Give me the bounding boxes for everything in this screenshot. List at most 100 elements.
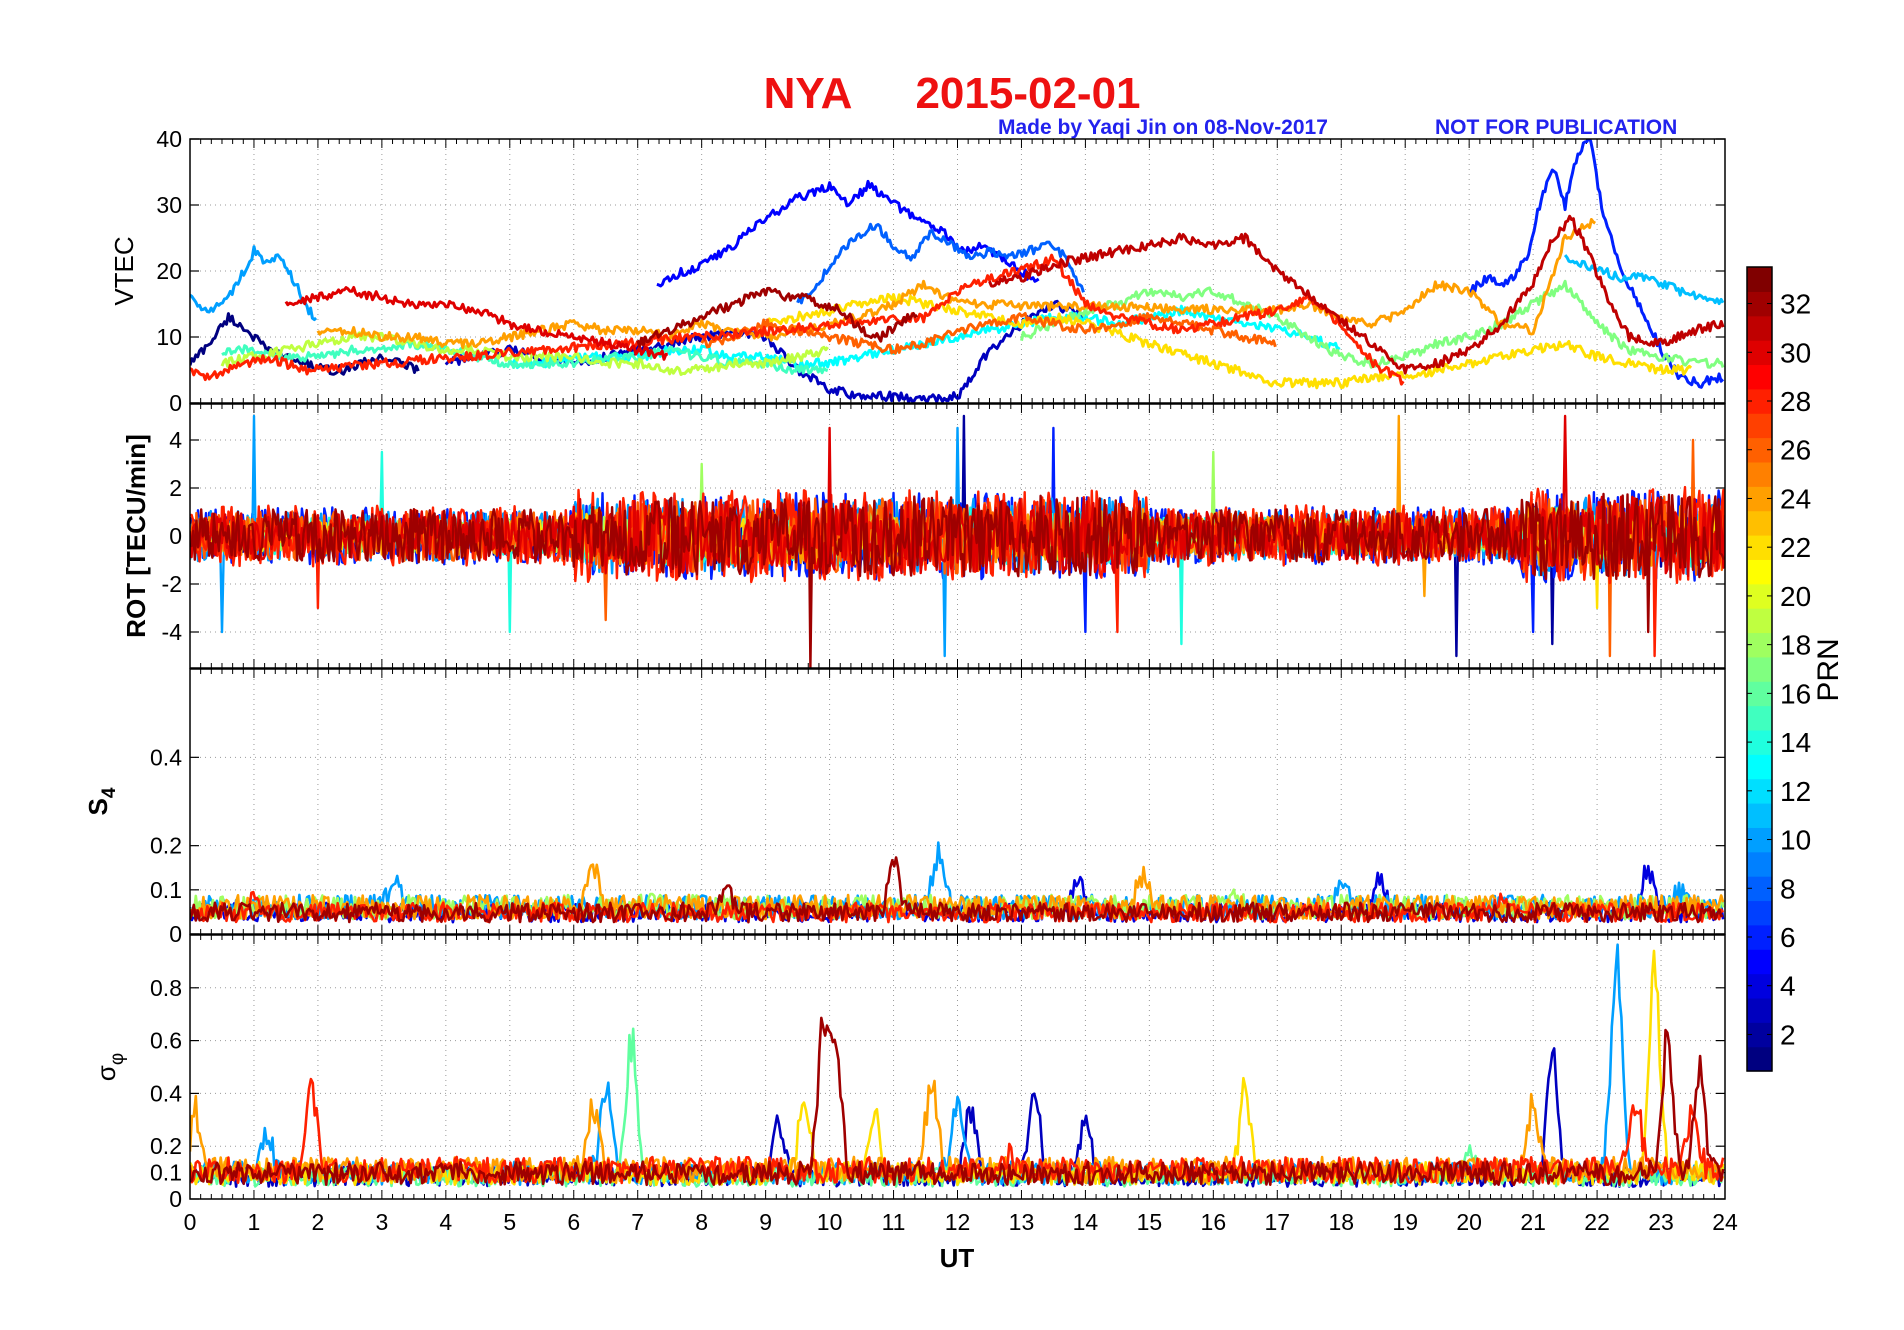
x-tick-label: 18 <box>1328 1209 1354 1235</box>
x-tick-label: 24 <box>1712 1209 1738 1235</box>
axes-frame <box>189 403 1726 669</box>
sigphi-series-prn-22 <box>190 949 1725 1187</box>
y-tick-label: 0 <box>169 921 182 947</box>
y-axis-label: S4 <box>83 787 120 815</box>
x-tick-label: 5 <box>503 1209 516 1235</box>
vtec-series-prn-10 <box>190 245 318 322</box>
y-tick-label: 0 <box>169 1186 182 1212</box>
y-tick-label: 0.4 <box>150 744 182 770</box>
vtec-series-prn-28 <box>190 253 1405 386</box>
x-tick-label: 11 <box>882 1209 906 1235</box>
colorbar-block <box>1747 608 1772 634</box>
colorbar-tick-label: 8 <box>1780 873 1796 904</box>
y-tick-label: 0.6 <box>150 1028 182 1054</box>
colorbar-tick-label: 16 <box>1780 678 1811 709</box>
plot-area <box>190 139 1725 403</box>
x-tick-label: 0 <box>184 1209 197 1235</box>
colorbar-block <box>1747 1046 1772 1072</box>
colorbar-tick-label: 18 <box>1780 630 1811 661</box>
s4-series-prn-28 <box>190 890 1725 924</box>
x-tick-label: 14 <box>1073 1209 1099 1235</box>
title-station: NYA <box>764 69 853 118</box>
x-tick-label: 19 <box>1392 1209 1418 1235</box>
y-tick-label: 0.4 <box>150 1080 182 1106</box>
colorbar-block <box>1747 364 1772 390</box>
y-tick-label: 2 <box>169 475 182 501</box>
colorbar-block <box>1747 559 1772 585</box>
y-tick-label: 4 <box>169 427 182 453</box>
x-tick-label: 12 <box>945 1209 971 1235</box>
x-tick-label: 6 <box>567 1209 580 1235</box>
vtec-series-prn-8 <box>796 222 1085 305</box>
colorbar-tick-label: 2 <box>1780 1019 1796 1050</box>
x-tick-label: 3 <box>375 1209 388 1235</box>
y-tick-label: 20 <box>156 258 182 284</box>
colorbar-block <box>1747 267 1772 292</box>
colorbar-tick-label: 4 <box>1780 971 1796 1002</box>
plot-area <box>190 414 1725 668</box>
colorbar-frame <box>1746 266 1773 1072</box>
s4-series-prn-32 <box>190 856 1724 924</box>
credit-notice: NOT FOR PUBLICATION <box>1435 116 1677 139</box>
plot-area <box>190 841 1725 924</box>
y-tick-label: 0.1 <box>150 1160 182 1186</box>
x-tick-label: 20 <box>1456 1209 1482 1235</box>
colorbar-tick-label: 30 <box>1780 337 1811 368</box>
axes-frame <box>189 668 1726 935</box>
plot-area <box>190 943 1725 1188</box>
y-tick-label: -2 <box>162 571 182 597</box>
y-tick-label: 0 <box>169 390 182 416</box>
colorbar-block <box>1747 900 1772 926</box>
credit-made-by: Made by Yaqi Jin on 08-Nov-2017 <box>998 116 1328 139</box>
x-tick-label: 7 <box>631 1209 644 1235</box>
axes-frame <box>189 934 1726 1200</box>
colorbar-block <box>1747 949 1772 975</box>
x-tick-label: 15 <box>1137 1209 1163 1235</box>
y-tick-label: 0 <box>169 523 182 549</box>
vtec-series-prn-19 <box>220 331 829 376</box>
colorbar-tick-label: 32 <box>1780 289 1811 320</box>
y-tick-label: -4 <box>162 619 183 645</box>
colorbar-tick-label: 28 <box>1780 386 1811 417</box>
y-tick-label: 40 <box>156 126 182 152</box>
colorbar-gradient <box>1747 267 1772 1072</box>
x-tick-label: 1 <box>248 1209 261 1235</box>
sigphi-series-prn-32 <box>190 1016 1725 1187</box>
colorbar-tick-label: 24 <box>1780 483 1811 514</box>
panel-1: 0 10 20 30 40 VTEC <box>109 126 1726 416</box>
x-tick-label: 9 <box>759 1209 772 1235</box>
x-axis-label: UT <box>940 1243 975 1273</box>
colorbar-tick-label: 12 <box>1780 776 1811 807</box>
y-tick-label: 30 <box>156 192 182 218</box>
y-tick-label: 0.1 <box>150 877 182 903</box>
vtec-series-prn-6 <box>1468 139 1725 389</box>
title-date: 2015-02-01 <box>915 69 1140 118</box>
vtec-series-prn-5 <box>656 179 1040 288</box>
colorbar-block <box>1747 656 1772 682</box>
x-tick-label: 2 <box>312 1209 325 1235</box>
x-tick-label: 4 <box>439 1209 452 1235</box>
vtec-series-prn-30 <box>284 286 668 361</box>
vtec-series-prn-11 <box>1563 254 1725 306</box>
vtec-series-prn-24 <box>316 218 1597 350</box>
x-tick-label: 8 <box>695 1209 708 1235</box>
y-tick-label: 0.2 <box>150 1133 182 1159</box>
x-tick-label: 16 <box>1201 1209 1227 1235</box>
axes-frame <box>189 138 1726 404</box>
x-tick-label: 22 <box>1584 1209 1610 1235</box>
vtec-series-prn-32 <box>636 286 919 348</box>
colorbar-block <box>1747 754 1772 780</box>
y-axis-label: σφ <box>91 1053 128 1081</box>
colorbar-block <box>1747 705 1772 731</box>
vtec-series-prn-31 <box>988 214 1725 375</box>
colorbar-block <box>1747 461 1772 487</box>
colorbar-block <box>1747 851 1772 877</box>
rot-series-prn-32 <box>190 492 1725 668</box>
y-axis-label: VTEC <box>109 236 139 305</box>
vtec-series-prn-22 <box>765 292 1693 390</box>
colorbar-tick-label: 20 <box>1780 581 1811 612</box>
